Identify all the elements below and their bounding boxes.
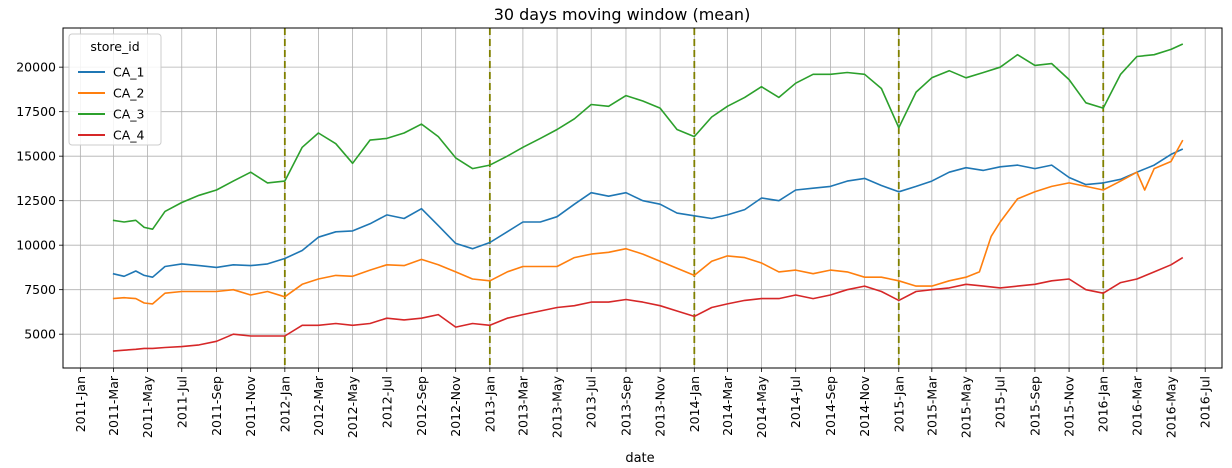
x-tick-label: 2015-Jan bbox=[891, 376, 906, 432]
series-line-ca-1 bbox=[112, 148, 1184, 278]
x-tick-label: 2011-Jan bbox=[73, 376, 88, 432]
x-tick-label: 2012-Nov bbox=[448, 375, 463, 436]
chart-title: 30 days moving window (mean) bbox=[494, 5, 751, 24]
x-tick-label: 2012-Mar bbox=[311, 375, 326, 436]
x-tick-label: 2014-Jan bbox=[687, 376, 702, 432]
y-tick-label: 17500 bbox=[16, 104, 56, 119]
legend-label-ca-4: CA_4 bbox=[113, 128, 145, 143]
x-tick-label: 2011-Nov bbox=[243, 375, 258, 436]
x-tick-label: 2016-Mar bbox=[1129, 375, 1144, 436]
y-tick-label: 15000 bbox=[16, 149, 56, 164]
x-tick-label: 2015-Nov bbox=[1062, 375, 1077, 436]
x-tick-label: 2016-May bbox=[1164, 375, 1179, 438]
x-tick-label: 2014-Jul bbox=[788, 376, 803, 428]
x-tick-label: 2011-Sep bbox=[209, 376, 224, 436]
x-tick-label: 2011-Mar bbox=[106, 375, 121, 436]
legend-box bbox=[68, 33, 162, 146]
x-axis-label: date bbox=[625, 451, 654, 466]
y-axis: 5000 7500 10000 12500 15000 17500 20000 bbox=[16, 60, 63, 342]
y-tick-label: 5000 bbox=[24, 327, 56, 342]
x-tick-label: 2016-Jul bbox=[1198, 376, 1213, 428]
x-tick-label: 2013-Jul bbox=[584, 376, 599, 428]
y-tick-label: 10000 bbox=[16, 238, 56, 253]
series-line-ca-2 bbox=[112, 139, 1184, 305]
legend-title: store_id bbox=[90, 39, 139, 54]
series-line-ca-3 bbox=[112, 43, 1184, 230]
plot-frame bbox=[62, 27, 1223, 369]
x-tick-label: 2012-Jul bbox=[379, 376, 394, 428]
y-tick-label: 12500 bbox=[16, 193, 56, 208]
x-tick-label: 2016-Jan bbox=[1096, 376, 1111, 432]
year-markers bbox=[283, 28, 1105, 368]
grid bbox=[63, 28, 1222, 368]
x-tick-label: 2011-Jul bbox=[174, 376, 189, 428]
x-axis: 2011-Jan 2011-Mar 2011-May 2011-Jul 2011-Sep… bbox=[73, 368, 1213, 438]
x-tick-label: 2013-Sep bbox=[618, 376, 633, 436]
y-tick-label: 7500 bbox=[24, 282, 56, 297]
x-tick-label: 2014-Mar bbox=[720, 375, 735, 436]
x-tick-label: 2013-May bbox=[550, 375, 565, 438]
x-tick-label: 2014-Sep bbox=[823, 376, 838, 436]
x-tick-label: 2015-Sep bbox=[1027, 376, 1042, 436]
x-tick-label: 2012-Sep bbox=[414, 376, 429, 436]
x-tick-label: 2014-May bbox=[754, 375, 769, 438]
x-tick-label: 2015-Jul bbox=[993, 376, 1008, 428]
x-tick-label: 2015-May bbox=[959, 375, 974, 438]
legend-label-ca-2: CA_2 bbox=[113, 86, 144, 101]
y-tick-label: 20000 bbox=[16, 60, 56, 75]
x-tick-label: 2012-May bbox=[345, 375, 360, 438]
x-tick-label: 2013-Mar bbox=[515, 375, 530, 436]
x-tick-label: 2013-Nov bbox=[653, 375, 668, 436]
x-tick-label: 2014-Nov bbox=[857, 375, 872, 436]
x-tick-label: 2011-May bbox=[140, 375, 155, 438]
legend-label-ca-3: CA_3 bbox=[113, 107, 144, 122]
x-tick-label: 2012-Jan bbox=[277, 376, 292, 432]
x-tick-label: 2013-Jan bbox=[482, 376, 497, 432]
x-tick-label: 2015-Mar bbox=[924, 375, 939, 436]
series-lines bbox=[112, 43, 1184, 352]
legend: store_id CA_1 CA_2 CA_3 CA_4 bbox=[68, 33, 162, 146]
series-line-ca-4 bbox=[112, 256, 1184, 352]
legend-label-ca-1: CA_1 bbox=[113, 65, 144, 80]
